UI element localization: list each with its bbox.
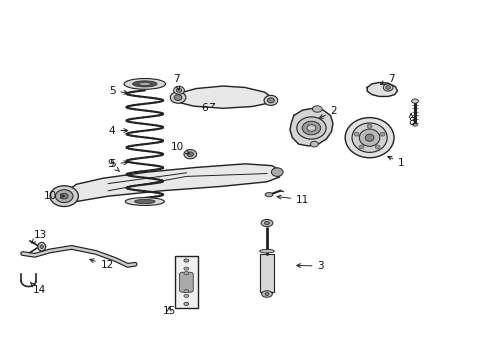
Ellipse shape <box>50 186 78 207</box>
Text: 5: 5 <box>109 86 128 96</box>
Ellipse shape <box>367 124 372 128</box>
Ellipse shape <box>307 125 316 131</box>
Text: 10: 10 <box>44 191 64 201</box>
Ellipse shape <box>184 272 189 275</box>
Ellipse shape <box>184 259 189 262</box>
Ellipse shape <box>383 84 393 91</box>
Text: 12: 12 <box>90 259 114 270</box>
Ellipse shape <box>359 145 364 149</box>
Text: 6: 6 <box>201 103 215 113</box>
Text: 9: 9 <box>107 159 119 171</box>
Text: 8: 8 <box>408 113 415 127</box>
Ellipse shape <box>365 134 374 141</box>
Text: 7: 7 <box>173 74 180 90</box>
Text: 7: 7 <box>380 74 395 84</box>
Text: 10: 10 <box>171 142 190 154</box>
Polygon shape <box>367 82 397 96</box>
Ellipse shape <box>55 190 73 203</box>
Ellipse shape <box>352 123 387 152</box>
Ellipse shape <box>173 86 184 94</box>
Ellipse shape <box>139 82 151 86</box>
Polygon shape <box>59 164 282 202</box>
Ellipse shape <box>184 267 189 270</box>
Ellipse shape <box>38 242 46 251</box>
FancyBboxPatch shape <box>179 272 193 292</box>
Text: 5: 5 <box>109 159 128 169</box>
Ellipse shape <box>345 118 394 158</box>
Ellipse shape <box>302 121 321 135</box>
Text: 2: 2 <box>319 106 337 118</box>
Ellipse shape <box>40 245 44 248</box>
Ellipse shape <box>311 141 319 147</box>
Ellipse shape <box>184 302 189 306</box>
Bar <box>174 256 198 308</box>
Ellipse shape <box>174 95 182 100</box>
Text: 4: 4 <box>109 126 128 135</box>
Ellipse shape <box>359 129 380 146</box>
Ellipse shape <box>375 145 380 149</box>
Ellipse shape <box>265 221 270 225</box>
Ellipse shape <box>170 92 186 103</box>
Ellipse shape <box>265 193 273 197</box>
Ellipse shape <box>184 149 196 159</box>
Text: 13: 13 <box>32 230 48 243</box>
Ellipse shape <box>265 293 269 296</box>
Text: 15: 15 <box>163 306 176 316</box>
Ellipse shape <box>262 291 272 297</box>
Ellipse shape <box>297 117 326 139</box>
Polygon shape <box>172 86 272 108</box>
Ellipse shape <box>184 289 189 293</box>
Bar <box>260 254 274 292</box>
Polygon shape <box>290 108 333 146</box>
Ellipse shape <box>184 294 189 297</box>
Ellipse shape <box>412 99 418 103</box>
Ellipse shape <box>60 193 68 199</box>
Text: 1: 1 <box>388 156 405 168</box>
Ellipse shape <box>133 81 157 87</box>
Ellipse shape <box>264 95 278 105</box>
Ellipse shape <box>380 132 385 136</box>
Ellipse shape <box>313 106 322 112</box>
Ellipse shape <box>187 152 194 157</box>
Ellipse shape <box>271 168 283 176</box>
Ellipse shape <box>260 249 274 253</box>
Ellipse shape <box>413 123 417 126</box>
Ellipse shape <box>135 199 155 204</box>
Ellipse shape <box>125 198 164 206</box>
Ellipse shape <box>261 220 273 226</box>
Ellipse shape <box>176 88 182 92</box>
Text: 3: 3 <box>297 261 324 271</box>
Ellipse shape <box>386 86 391 89</box>
Text: 11: 11 <box>277 195 309 205</box>
Ellipse shape <box>268 98 274 103</box>
Text: 14: 14 <box>30 283 47 296</box>
Ellipse shape <box>124 78 166 89</box>
Ellipse shape <box>354 132 359 136</box>
